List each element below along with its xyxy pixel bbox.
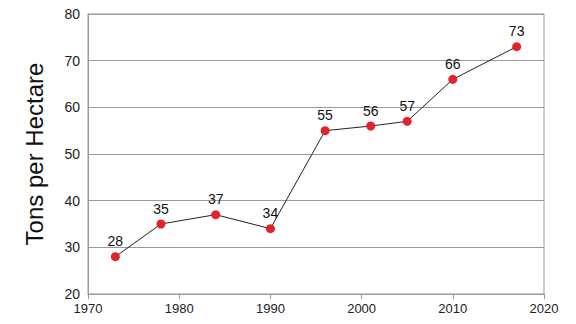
svg-text:40: 40 bbox=[64, 193, 80, 209]
svg-text:1990: 1990 bbox=[256, 301, 285, 316]
svg-text:66: 66 bbox=[445, 56, 461, 72]
svg-text:37: 37 bbox=[208, 191, 224, 207]
svg-text:1970: 1970 bbox=[74, 301, 103, 316]
svg-text:20: 20 bbox=[64, 286, 80, 302]
svg-text:1980: 1980 bbox=[165, 301, 194, 316]
svg-text:Tons per Hectare: Tons per Hectare bbox=[21, 63, 48, 246]
svg-text:35: 35 bbox=[153, 201, 169, 217]
svg-text:50: 50 bbox=[64, 146, 80, 162]
svg-text:55: 55 bbox=[317, 107, 333, 123]
svg-text:56: 56 bbox=[363, 103, 379, 119]
svg-text:2020: 2020 bbox=[530, 301, 559, 316]
svg-text:73: 73 bbox=[509, 23, 525, 39]
svg-text:34: 34 bbox=[263, 205, 279, 221]
svg-text:80: 80 bbox=[64, 6, 80, 22]
svg-text:2010: 2010 bbox=[438, 301, 467, 316]
svg-text:70: 70 bbox=[64, 53, 80, 69]
svg-text:60: 60 bbox=[64, 99, 80, 115]
svg-text:30: 30 bbox=[64, 239, 80, 255]
svg-text:2000: 2000 bbox=[347, 301, 376, 316]
svg-text:28: 28 bbox=[108, 233, 124, 249]
svg-text:57: 57 bbox=[399, 98, 415, 114]
